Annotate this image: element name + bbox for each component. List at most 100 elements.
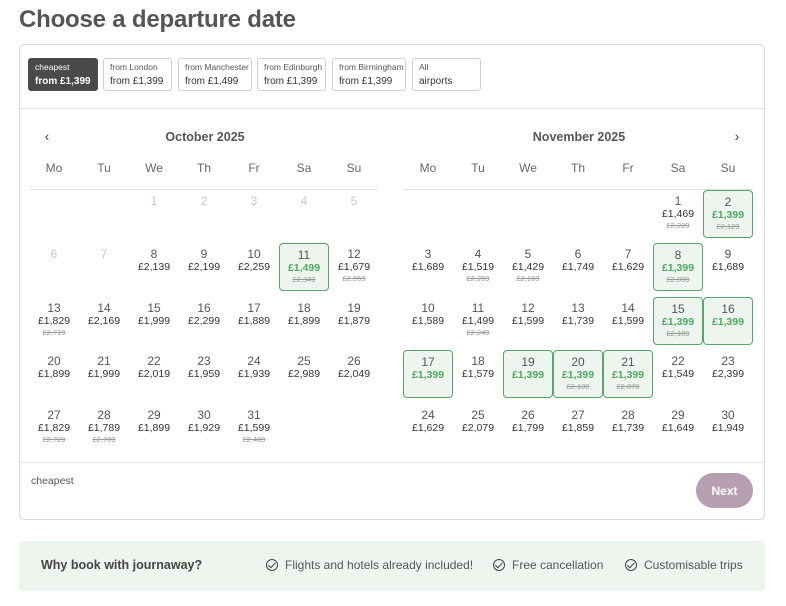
calendar-day-nov-8[interactable]: 8 £1,399 £2,099	[653, 243, 703, 291]
day-number: 7	[100, 247, 108, 261]
calendar-day-oct-1: 1	[129, 190, 179, 238]
filter-chip-cheapest[interactable]: cheapest from £1,399	[28, 58, 98, 91]
prev-month-chevron-icon[interactable]: ‹	[44, 128, 50, 144]
day-original-price: £2,349	[292, 275, 316, 284]
day-number: 30	[197, 408, 211, 422]
calendar-day-nov-3[interactable]: 3 £1,689	[403, 243, 453, 291]
calendar-day-nov-29[interactable]: 29 £1,649	[653, 404, 703, 452]
calendar-day-oct-15[interactable]: 15 £1,999	[129, 297, 179, 345]
day-number: 10	[247, 247, 261, 261]
day-number: 21	[97, 354, 111, 368]
calendar-day-oct-13[interactable]: 13 £1,829 £2,719	[29, 297, 79, 345]
weekday-header: Su	[720, 161, 736, 175]
calendar-day-nov-27[interactable]: 27 £1,859	[553, 404, 603, 452]
day-price: £1,859	[561, 422, 595, 434]
calendar-day-nov-9[interactable]: 9 £1,689	[703, 243, 753, 291]
day-number: 25	[471, 408, 485, 422]
calendar-day-nov-5[interactable]: 5 £1,429 £2,169	[503, 243, 553, 291]
calendar-day-nov-13[interactable]: 13 £1,739	[553, 297, 603, 345]
day-number: 22	[147, 354, 161, 368]
day-price: £1,629	[411, 422, 445, 434]
calendar-day-nov-18[interactable]: 18 £1,579	[453, 350, 503, 398]
calendar-day-nov-1[interactable]: 1 £1,469 £2,229	[653, 190, 703, 238]
calendar-day-oct-30[interactable]: 30 £1,929	[179, 404, 229, 452]
day-price: £1,579	[461, 368, 495, 380]
month-title-november: November 2025	[532, 130, 626, 144]
day-original-price: £2,079	[616, 382, 640, 391]
calendar-day-nov-28[interactable]: 28 £1,739	[603, 404, 653, 452]
weekday-header: Fr	[248, 161, 260, 175]
calendar-day-nov-15[interactable]: 15 £1,399 £2,109	[653, 297, 703, 345]
calendar-day-oct-26[interactable]: 26 £2,049	[329, 350, 379, 398]
day-number: 6	[50, 247, 58, 261]
calendar-day-nov-21[interactable]: 21 £1,399 £2,079	[603, 350, 653, 398]
calendar-day-oct-24[interactable]: 24 £1,939	[229, 350, 279, 398]
next-button[interactable]: Next	[696, 473, 753, 508]
filter-chip-london[interactable]: from London from £1,399	[103, 58, 172, 91]
calendar-day-oct-29[interactable]: 29 £1,899	[129, 404, 179, 452]
day-original-price: £2,129	[716, 222, 740, 231]
calendar-day-nov-11[interactable]: 11 £1,499 £2,249	[453, 297, 503, 345]
weekday-header: Th	[196, 161, 211, 175]
calendar-day-oct-11[interactable]: 11 £1,499 £2,349	[279, 243, 329, 291]
why-book-title: Why book with journaway?	[41, 558, 203, 572]
calendar-day-oct-27[interactable]: 27 £1,829 £2,729	[29, 404, 79, 452]
calendar-day-nov-20[interactable]: 20 £1,399 £2,139	[553, 350, 603, 398]
calendar-day-nov-19[interactable]: 19 £1,399	[503, 350, 553, 398]
calendar-day-oct-9[interactable]: 9 £2,199	[179, 243, 229, 291]
calendar-day-nov-7[interactable]: 7 £1,629	[603, 243, 653, 291]
month-title-october: October 2025	[165, 130, 245, 144]
calendar-day-oct-18[interactable]: 18 £1,899	[279, 297, 329, 345]
calendar-day-nov-17[interactable]: 17 £1,399	[403, 350, 453, 398]
day-price: £2,299	[187, 315, 221, 327]
day-price: £1,469	[661, 208, 695, 220]
day-original-price: £2,139	[566, 382, 590, 391]
day-price: £1,999	[87, 368, 121, 380]
calendar-day-nov-4[interactable]: 4 £1,519 £2,269	[453, 243, 503, 291]
calendar-day-oct-10[interactable]: 10 £2,259	[229, 243, 279, 291]
day-price: £2,079	[461, 422, 495, 434]
day-price: £1,879	[337, 315, 371, 327]
day-number: 12	[347, 247, 361, 261]
legend-cheapest: cheapest	[31, 475, 74, 487]
day-price: £1,399	[411, 369, 445, 381]
calendar-day-nov-14[interactable]: 14 £1,599	[603, 297, 653, 345]
day-price: £1,649	[661, 422, 695, 434]
calendar-day-oct-23[interactable]: 23 £1,959	[179, 350, 229, 398]
calendar-day-nov-23[interactable]: 23 £2,399	[703, 350, 753, 398]
weekday-header: Fr	[622, 161, 634, 175]
day-price: £1,929	[187, 422, 221, 434]
calendar-day-oct-22[interactable]: 22 £2,019	[129, 350, 179, 398]
day-number: 23	[197, 354, 211, 368]
calendar-day-nov-22[interactable]: 22 £1,549	[653, 350, 703, 398]
calendar-day-oct-12[interactable]: 12 £1,679 £2,559	[329, 243, 379, 291]
calendar-day-nov-26[interactable]: 26 £1,799	[503, 404, 553, 452]
calendar-day-oct-25[interactable]: 25 £2,989	[279, 350, 329, 398]
calendar-day-oct-19[interactable]: 19 £1,879	[329, 297, 379, 345]
calendar-day-oct-16[interactable]: 16 £2,299	[179, 297, 229, 345]
calendar-day-oct-31[interactable]: 31 £1,599 £2,489	[229, 404, 279, 452]
calendar-day-nov-10[interactable]: 10 £1,589	[403, 297, 453, 345]
day-price: £1,399	[511, 369, 545, 381]
calendar-day-oct-17[interactable]: 17 £1,889	[229, 297, 279, 345]
calendar-day-nov-6[interactable]: 6 £1,749	[553, 243, 603, 291]
calendar-day-nov-24[interactable]: 24 £1,629	[403, 404, 453, 452]
day-price: £1,429	[511, 261, 545, 273]
calendar-day-nov-12[interactable]: 12 £1,599	[503, 297, 553, 345]
calendar-day-nov-30[interactable]: 30 £1,949	[703, 404, 753, 452]
calendar-day-nov-16[interactable]: 16 £1,399	[703, 297, 753, 345]
filter-chip-manchester[interactable]: from Manchester from £1,499	[178, 58, 252, 91]
day-price: £1,899	[287, 315, 321, 327]
next-month-chevron-icon[interactable]: ›	[734, 128, 740, 144]
calendar-day-oct-8[interactable]: 8 £2,139	[129, 243, 179, 291]
filter-chip-birmingham[interactable]: from Birmingham from £1,399	[332, 58, 406, 91]
calendar-day-oct-28[interactable]: 28 £1,789 £2,709	[79, 404, 129, 452]
calendar-day-oct-20[interactable]: 20 £1,899	[29, 350, 79, 398]
day-number: 24	[421, 408, 435, 422]
calendar-day-oct-21[interactable]: 21 £1,999	[79, 350, 129, 398]
filter-chip-all-airports[interactable]: All airports	[412, 58, 481, 91]
calendar-day-nov-2[interactable]: 2 £1,399 £2,129	[703, 190, 753, 238]
filter-chip-edinburgh[interactable]: from Edinburgh from £1,399	[257, 58, 326, 91]
calendar-day-nov-25[interactable]: 25 £2,079	[453, 404, 503, 452]
calendar-day-oct-14[interactable]: 14 £2,169	[79, 297, 129, 345]
